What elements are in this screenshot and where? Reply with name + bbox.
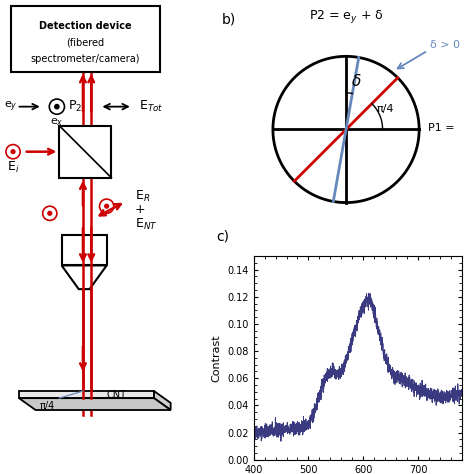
Text: δ: δ (352, 74, 362, 90)
Text: E$_i$: E$_i$ (7, 160, 19, 174)
Bar (62, 235, 107, 265)
Polygon shape (62, 265, 107, 289)
Bar (59, 126, 111, 178)
Text: E$_R$: E$_R$ (135, 189, 150, 204)
Polygon shape (19, 398, 171, 410)
Text: δ > 0: δ > 0 (430, 40, 460, 50)
Circle shape (55, 105, 59, 109)
Text: CNT: CNT (107, 390, 127, 400)
Text: P$_2$: P$_2$ (67, 99, 82, 114)
Text: Detection device: Detection device (39, 21, 132, 31)
Text: π/4: π/4 (377, 104, 394, 114)
Text: E$_{NT}$: E$_{NT}$ (135, 217, 157, 231)
Text: c): c) (216, 230, 229, 244)
Polygon shape (19, 391, 154, 398)
FancyBboxPatch shape (10, 6, 160, 72)
Circle shape (48, 211, 52, 215)
Text: e$_y$: e$_y$ (4, 100, 18, 114)
Text: P1 =: P1 = (428, 123, 455, 133)
Text: spectrometer/camera): spectrometer/camera) (30, 54, 140, 64)
Text: (fibered: (fibered (66, 37, 104, 48)
Text: +: + (135, 203, 146, 216)
Polygon shape (154, 391, 171, 410)
Circle shape (11, 150, 15, 154)
Text: P2 = e$_y$ + δ: P2 = e$_y$ + δ (309, 8, 383, 25)
Text: π/4: π/4 (40, 401, 55, 411)
Text: b): b) (222, 12, 236, 27)
Text: E$_{Tot}$: E$_{Tot}$ (139, 99, 164, 114)
Text: e$_x$: e$_x$ (50, 116, 64, 128)
Circle shape (105, 204, 109, 208)
Y-axis label: Contrast: Contrast (212, 334, 222, 382)
